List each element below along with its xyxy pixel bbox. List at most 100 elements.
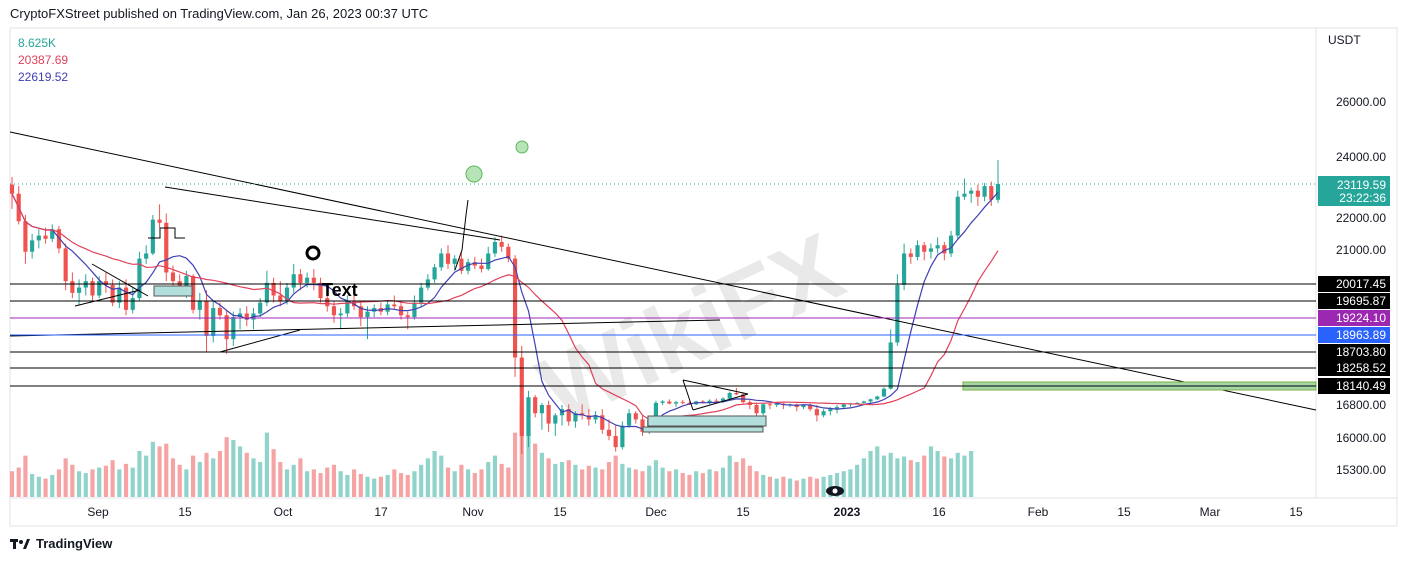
arrow-path-right <box>148 227 185 239</box>
candle-body <box>184 275 189 288</box>
candle-body <box>895 284 900 343</box>
volume-bar <box>526 421 531 497</box>
volume-bar <box>298 458 303 497</box>
footer-brand[interactable]: TradingView <box>10 536 112 551</box>
candle-body <box>9 184 15 194</box>
candle-body <box>982 186 987 197</box>
candle-body <box>707 400 712 403</box>
ma-fast-line <box>11 192 999 430</box>
legend-volume: 8.625K <box>18 36 56 50</box>
candle-body <box>76 287 82 293</box>
moving-averages <box>11 192 999 430</box>
volume-bar <box>43 478 48 497</box>
volume-bar <box>217 451 223 497</box>
publisher-credit: CryptoFXStreet published on TradingView.… <box>10 6 429 21</box>
volume-bar <box>30 474 35 497</box>
time-tick-label: 16 <box>932 505 946 519</box>
volume-bar <box>204 452 209 497</box>
candle-body <box>144 253 149 259</box>
volume-bar <box>325 467 330 497</box>
volume-bar <box>761 474 766 497</box>
candle-body <box>405 315 410 318</box>
volume-bar <box>694 471 699 497</box>
candle-body <box>244 313 249 320</box>
candle-body <box>935 245 940 249</box>
volume-bar <box>144 455 149 497</box>
time-tick-label: Nov <box>462 505 483 519</box>
candle-body <box>284 287 290 301</box>
wedge-line-b <box>74 289 141 307</box>
candle-body <box>828 409 833 412</box>
volume-bar <box>620 463 625 497</box>
candle-body <box>439 253 444 268</box>
candle-body <box>23 221 28 252</box>
volume-bar <box>338 471 343 497</box>
candle-body <box>922 245 927 252</box>
volume-bar <box>16 467 21 497</box>
price-tick-label: 16000.00 <box>1336 431 1386 445</box>
annotations <box>9 131 1317 411</box>
volume-bar <box>888 452 893 497</box>
candle-body <box>566 409 571 422</box>
volume-bar <box>633 469 638 497</box>
volume-bar <box>184 469 189 497</box>
volume-bar <box>734 462 739 497</box>
volume-bar <box>157 446 162 497</box>
candle-body <box>761 404 766 414</box>
volume-bar <box>271 449 276 497</box>
candle-body <box>553 415 558 424</box>
time-tick-label: 15 <box>178 505 192 519</box>
time-tick-label: 2023 <box>834 505 861 519</box>
time-tick-label: 15 <box>553 505 567 519</box>
candle-body <box>365 311 370 318</box>
volume-bar <box>278 462 283 497</box>
volume-bar <box>539 452 544 497</box>
candle-body <box>915 245 920 257</box>
volume-bar <box>445 467 451 497</box>
volume-bar <box>915 462 920 497</box>
volume-bar <box>606 462 612 497</box>
candle-body <box>197 300 202 310</box>
candle-body <box>298 274 303 283</box>
level-tag <box>1318 293 1390 309</box>
candle-body <box>157 219 162 223</box>
horizontal-levels: 20017.45 19695.87 19224.10 18963.89 18703.80… <box>10 276 1390 394</box>
volume-bar <box>117 469 122 497</box>
candle-body <box>908 253 913 257</box>
candle-body <box>425 279 430 288</box>
volume-bar <box>97 467 102 497</box>
volume-bar <box>774 478 779 497</box>
time-tick-label: 15 <box>1117 505 1131 519</box>
volume-bar <box>492 455 498 497</box>
volume-bar <box>472 473 477 497</box>
volume-bar <box>640 471 645 497</box>
candle-body <box>492 242 498 254</box>
candle-body <box>43 235 48 239</box>
candle-body <box>466 262 471 271</box>
volume-bar <box>130 467 135 497</box>
volume-bar <box>305 471 310 497</box>
legend-ma-fast: 22619.52 <box>18 70 68 84</box>
candle-body <box>452 258 457 264</box>
candle-body <box>231 317 236 340</box>
level-tag <box>1318 344 1390 360</box>
candle-body <box>358 306 363 318</box>
volume-bar <box>767 476 773 497</box>
plot-frame <box>9 27 1398 527</box>
watermark-center: WikiFX <box>524 213 858 445</box>
time-tick-label: 17 <box>374 505 388 519</box>
volume-bar <box>352 469 357 497</box>
volume-bar <box>137 451 142 497</box>
eye-icon[interactable] <box>826 486 844 496</box>
volume-bar <box>667 471 672 497</box>
volume-bar <box>9 471 15 497</box>
volume-bar <box>962 455 967 497</box>
last-price-tag <box>1318 176 1390 206</box>
volume-bar <box>150 441 155 497</box>
candle-body <box>995 184 1001 200</box>
volume-bar <box>479 469 484 497</box>
candle-body <box>258 302 263 314</box>
volume-bar <box>506 467 511 497</box>
annotation-text: Text <box>322 280 358 300</box>
